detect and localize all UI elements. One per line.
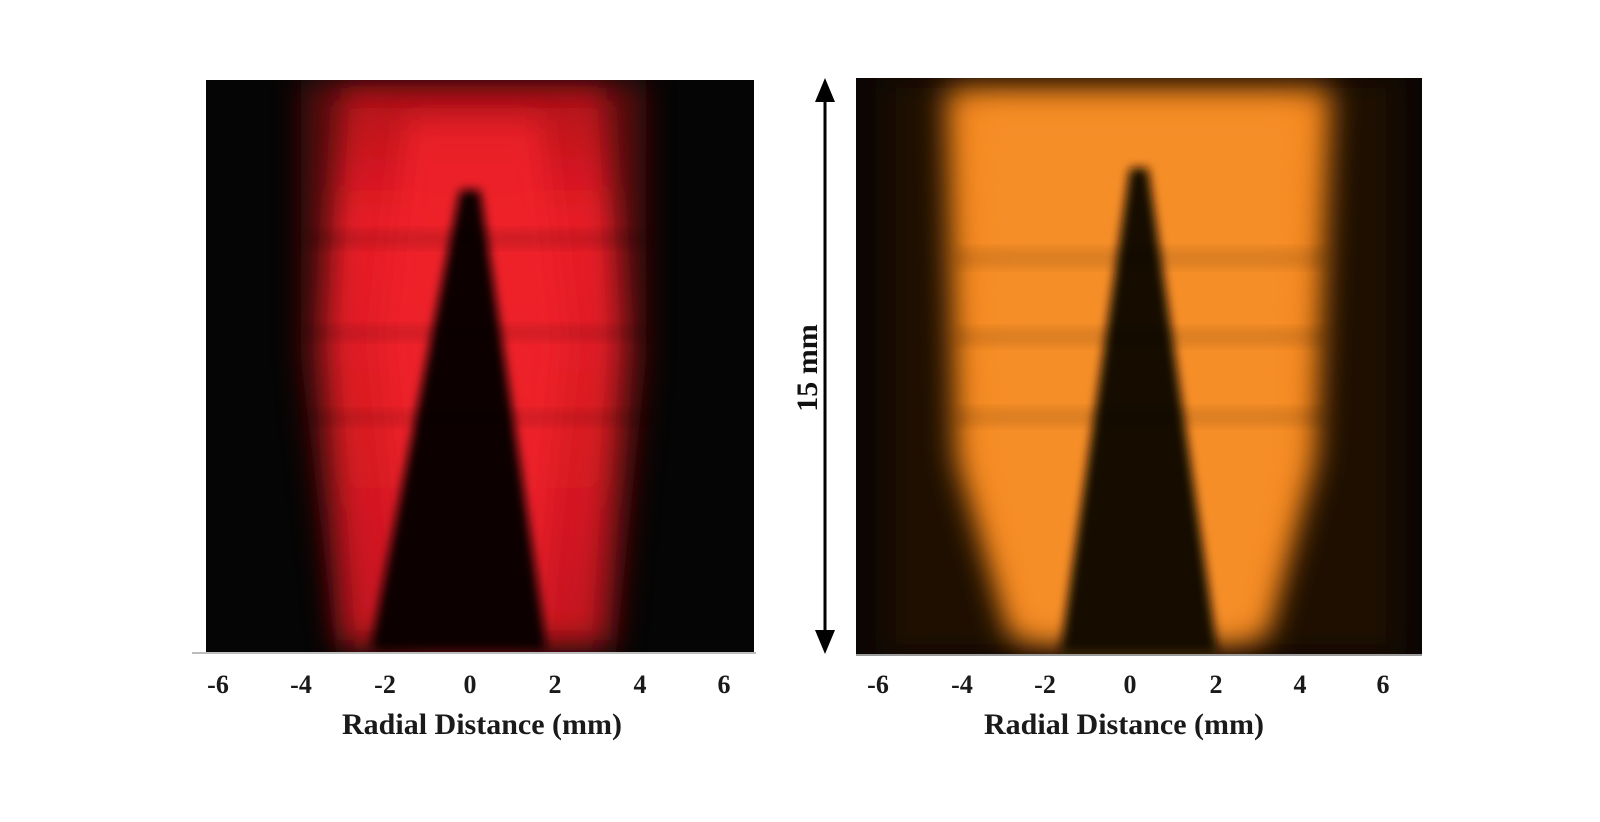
- right-tick-label: 6: [1376, 670, 1390, 699]
- left-axis-title: Radial Distance (mm): [342, 708, 622, 741]
- right-axis-title: Radial Distance (mm): [984, 708, 1264, 741]
- scale-bar-arrow: [815, 78, 835, 654]
- right-tick-label: 0: [1123, 670, 1137, 699]
- right-emission-image: [856, 78, 1422, 654]
- left-tick-label: 2: [548, 670, 562, 699]
- left-emission-svg: [206, 80, 754, 652]
- left-tick-label: -6: [207, 670, 229, 699]
- left-tick-label: 4: [633, 670, 647, 699]
- right-tick-label: -4: [951, 670, 973, 699]
- left-emission-image: [206, 80, 754, 652]
- left-tick-label: 6: [717, 670, 731, 699]
- scale-bar-label: 15 mm: [791, 324, 824, 412]
- left-x-axis-line: [192, 652, 756, 654]
- left-tick-label: 0: [463, 670, 477, 699]
- right-tick-label: 2: [1209, 670, 1223, 699]
- right-tick-label: 4: [1293, 670, 1307, 699]
- left-tick-label: -2: [374, 670, 396, 699]
- right-x-axis-line: [856, 654, 1422, 656]
- left-tick-label: -4: [290, 670, 312, 699]
- right-tick-label: -2: [1034, 670, 1056, 699]
- right-tick-label: -6: [867, 670, 889, 699]
- right-emission-svg: [856, 78, 1422, 654]
